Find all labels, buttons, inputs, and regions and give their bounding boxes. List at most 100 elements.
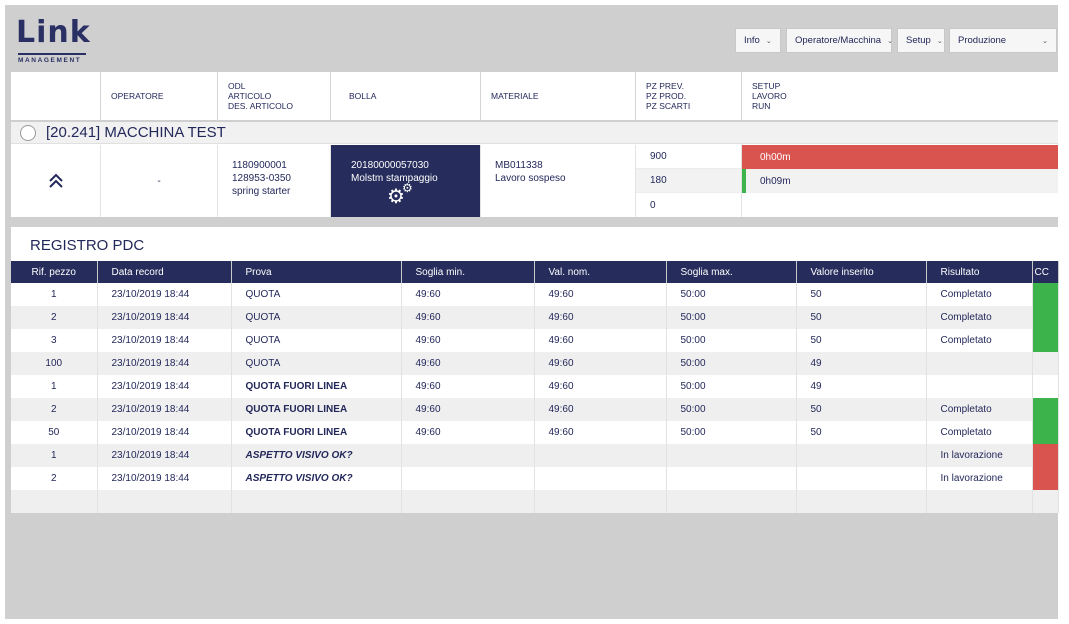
column-header-valore-inserito[interactable]: Valore inserito <box>796 261 927 283</box>
column-header-rif-pezzo[interactable]: Rif. pezzo <box>11 261 98 283</box>
cell-max: 50:00 <box>666 375 797 398</box>
column-header-soglia-min[interactable]: Soglia min. <box>401 261 535 283</box>
chevron-down-icon: ⌄ <box>887 37 893 45</box>
column-header-val-nom[interactable]: Val. nom. <box>534 261 667 283</box>
cell-rif: 1 <box>11 444 98 467</box>
app-window: Link MANAGEMENT Info ⌄ Operatore/Macchin… <box>5 5 1059 619</box>
menu-info[interactable]: Info ⌄ <box>735 28 781 53</box>
column-header-soglia-max[interactable]: Soglia max. <box>666 261 797 283</box>
cell-ris: Completato <box>926 329 1033 352</box>
collapse-toggle[interactable] <box>11 145 101 217</box>
machine-materiale-cell: MB011338 Lavoro sospeso <box>481 145 636 217</box>
header-odl-label: ODL <box>228 81 246 91</box>
column-header-cc[interactable]: CC <box>1032 261 1059 283</box>
chevron-down-icon: ⌄ <box>1042 37 1048 45</box>
machine-articolo: 128953-0350 <box>232 173 291 184</box>
cell-data: 23/10/2019 18:44 <box>97 444 232 467</box>
machine-bolla-cell[interactable]: 20180000057030 Molstm stampaggio ⚙ ⚙ <box>331 145 481 217</box>
table-row[interactable]: 50 23/10/2019 18:44 QUOTA FUORI LINEA 49:60… <box>11 421 1059 444</box>
header-des-articolo-label: DES. ARTICOLO <box>228 101 294 111</box>
cell-val <box>796 444 927 467</box>
cell-rif: 2 <box>11 398 98 421</box>
table-row[interactable]: 2 23/10/2019 18:44 ASPETTO VISIVO OK? In la… <box>11 467 1059 490</box>
cell-min <box>401 490 535 513</box>
menu-operatore-label: Operatore/Macchina <box>795 35 882 46</box>
header-pz: PZ PREV. PZ PROD. PZ SCARTI <box>636 72 742 120</box>
cell-min: 49:60 <box>401 398 535 421</box>
cell-prova: QUOTA <box>231 352 402 375</box>
cell-nom <box>534 467 667 490</box>
cc-status-indicator <box>1032 306 1059 329</box>
cell-max: 50:00 <box>666 398 797 421</box>
cell-prova: QUOTA FUORI LINEA <box>231 421 402 444</box>
cc-status-fill <box>1032 421 1057 444</box>
cell-ris: Completato <box>926 421 1033 444</box>
machine-row: - 1180900001 128953-0350 spring starter … <box>11 145 1058 217</box>
cell-val: 50 <box>796 398 927 421</box>
cell-min: 49:60 <box>401 329 535 352</box>
cell-rif: 1 <box>11 375 98 398</box>
cell-max: 50:00 <box>666 283 797 306</box>
header-odl: ODL ARTICOLO DES. ARTICOLO <box>218 72 331 120</box>
cell-rif: 50 <box>11 421 98 444</box>
table-row[interactable]: 100 23/10/2019 18:44 QUOTA 49:60 49:60 50:00 4… <box>11 352 1059 375</box>
table-row[interactable]: 1 23/10/2019 18:44 QUOTA 49:60 49:60 50:00 50 C… <box>11 283 1059 306</box>
cell-max: 50:00 <box>666 329 797 352</box>
link-management-logo[interactable]: Link MANAGEMENT <box>16 17 96 65</box>
cc-status-indicator <box>1032 352 1059 375</box>
table-row[interactable] <box>11 490 1059 513</box>
column-header-risultato[interactable]: Risultato <box>926 261 1033 283</box>
cell-data: 23/10/2019 18:44 <box>97 283 232 306</box>
table-row[interactable]: 2 23/10/2019 18:44 QUOTA 49:60 49:60 50:00 50 C… <box>11 306 1059 329</box>
table-row[interactable]: 2 23/10/2019 18:44 QUOTA FUORI LINEA 49:60 4… <box>11 398 1059 421</box>
cell-val: 50 <box>796 283 927 306</box>
table-row[interactable]: 1 23/10/2019 18:44 ASPETTO VISIVO OK? In la… <box>11 444 1059 467</box>
cell-nom: 49:60 <box>534 306 667 329</box>
menu-setup-label: Setup <box>906 35 931 46</box>
cell-nom <box>534 490 667 513</box>
cell-data: 23/10/2019 18:44 <box>97 421 232 444</box>
machine-bolla-code: 20180000057030 <box>351 160 429 171</box>
cell-prova: QUOTA <box>231 306 402 329</box>
pz-prod: 180 <box>636 169 741 193</box>
cell-val <box>796 490 927 513</box>
header-empty <box>11 72 101 120</box>
registro-title: REGISTRO PDC <box>30 237 145 254</box>
cc-status-indicator <box>1032 467 1059 490</box>
cell-rif: 2 <box>11 467 98 490</box>
header-pz-prod-label: PZ PROD. <box>646 91 687 101</box>
pz-prev: 900 <box>636 145 741 169</box>
cell-max: 50:00 <box>666 421 797 444</box>
cell-data: 23/10/2019 18:44 <box>97 329 232 352</box>
cc-status-fill <box>1032 329 1057 352</box>
table-row[interactable]: 3 23/10/2019 18:44 QUOTA 49:60 49:60 50:00 50 C… <box>11 329 1059 352</box>
cell-nom <box>534 444 667 467</box>
cell-prova: QUOTA <box>231 329 402 352</box>
cell-nom: 49:60 <box>534 352 667 375</box>
table-row[interactable]: 1 23/10/2019 18:44 QUOTA FUORI LINEA 49:60 4… <box>11 375 1059 398</box>
column-header-data-record[interactable]: Data record <box>97 261 232 283</box>
header-run-label: RUN <box>752 101 771 111</box>
menu-setup[interactable]: Setup ⌄ <box>897 28 945 53</box>
pz-scarti: 0 <box>650 199 656 211</box>
menu-produzione[interactable]: Produzione ⌄ <box>949 28 1057 53</box>
cell-data <box>97 490 232 513</box>
cc-status-fill <box>1033 375 1058 398</box>
machine-column-header: OPERATORE ODL ARTICOLO DES. ARTICOLO BOL… <box>11 72 1058 120</box>
cell-data: 23/10/2019 18:44 <box>97 375 232 398</box>
logo-subtitle: MANAGEMENT <box>18 57 82 64</box>
cell-val: 49 <box>796 375 927 398</box>
cell-max: 50:00 <box>666 352 797 375</box>
cell-data: 23/10/2019 18:44 <box>97 467 232 490</box>
menu-info-label: Info <box>744 35 760 46</box>
column-header-prova[interactable]: Prova <box>231 261 402 283</box>
cc-status-indicator <box>1032 329 1059 352</box>
machine-pz-cell: 900 180 0 <box>636 145 742 217</box>
cc-status-fill <box>1032 398 1057 421</box>
registro-table: Rif. pezzo Data record Prova Soglia min. Val… <box>11 261 1059 513</box>
cell-nom: 49:60 <box>534 329 667 352</box>
machine-select-radio[interactable] <box>20 124 36 141</box>
cell-prova: ASPETTO VISIVO OK? <box>231 467 402 490</box>
cell-ris: Completato <box>926 398 1033 421</box>
menu-operatore-macchina[interactable]: Operatore/Macchina ⌄ <box>786 28 893 53</box>
